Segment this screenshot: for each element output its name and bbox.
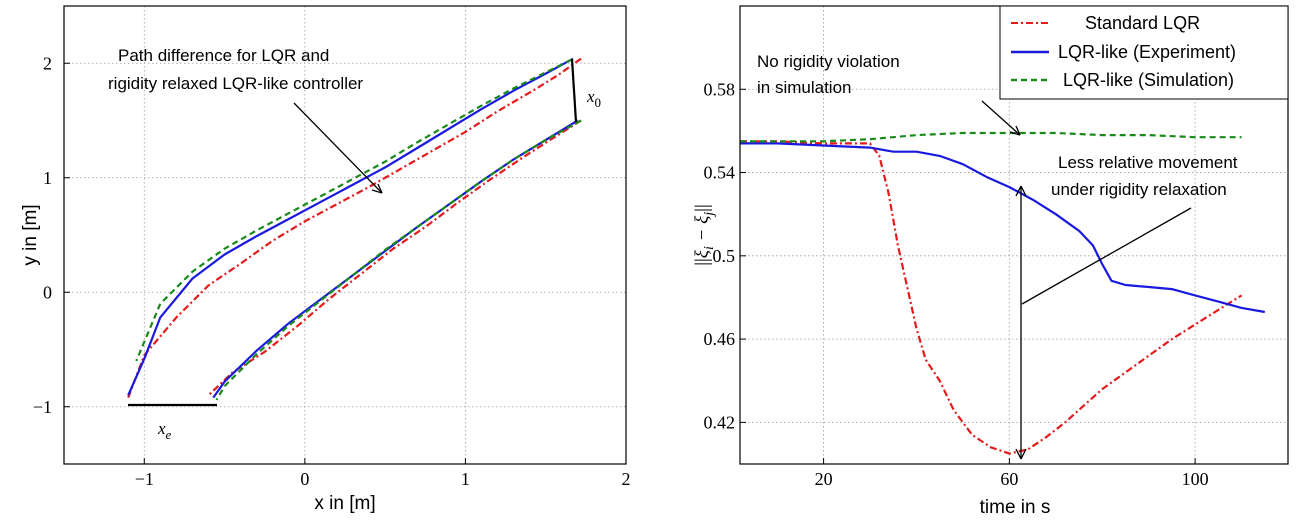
x0-marker-line — [570, 58, 578, 123]
left-y-axis-label: y in [m] — [20, 204, 41, 265]
distance-plot-y-tick-label: 0.42 — [704, 412, 736, 432]
path-plot: −1 0 1 2 −1 0 1 2 x in [m] y in [m] Path differ… — [20, 5, 631, 514]
left-series — [127, 57, 582, 401]
legend: Standard LQR LQR-like (Experiment) LQR-l… — [999, 5, 1289, 100]
path-difference-annotation-line-1: Path difference for LQR and — [118, 46, 329, 65]
legend-label-standard-lqr: Standard LQR — [1085, 13, 1200, 33]
left-ticks: −1 0 1 2 −1 0 1 2 — [33, 53, 631, 489]
left-axes-frame — [63, 5, 627, 465]
right-x-axis-label: time in s — [980, 497, 1051, 518]
path-plot-x-tick-label: −1 — [135, 469, 154, 489]
path-plot-series-line-6 — [215, 119, 582, 401]
less-movement-pointer — [1021, 207, 1192, 305]
legend-label-lqr-like-experiment: LQR-like (Experiment) — [1058, 42, 1236, 62]
path-plot-x-tick-label: 0 — [300, 469, 309, 489]
path-difference-arrowhead — [371, 183, 383, 194]
distance-plot-y-tick-label: 0.5 — [713, 246, 736, 266]
less-movement-annotation-line-1: Less relative movement — [1058, 153, 1238, 172]
path-difference-arrow — [293, 102, 383, 194]
distance-plot-series-line-3 — [740, 131, 1242, 143]
path-plot-y-tick-label: −1 — [33, 397, 52, 417]
distance-plot-y-tick-label: 0.54 — [704, 163, 736, 183]
double-arrow-bottom-head — [1015, 448, 1027, 460]
path-plot-y-tick-label: 1 — [43, 168, 52, 188]
right-y-axis-label: ||ξi − ξj|| — [692, 204, 717, 266]
path-plot-series-line-2 — [207, 119, 582, 397]
distance-plot: 20 60 100 0.42 0.46 0.5 0.54 0.58 time in s ||ξ… — [692, 5, 1289, 518]
distance-plot-series-line-1 — [740, 140, 1243, 455]
distance-plot-x-tick-label: 20 — [815, 469, 833, 489]
distance-plot-series-line-2 — [740, 142, 1265, 314]
distance-plot-x-tick-label: 60 — [1000, 469, 1018, 489]
path-plot-y-tick-label: 0 — [43, 282, 52, 302]
distance-plot-x-tick-label: 100 — [1182, 469, 1209, 489]
double-arrow-top-head — [1015, 185, 1027, 197]
path-plot-series-line-5 — [135, 58, 572, 362]
no-violation-annotation-line-1: No rigidity violation — [757, 52, 900, 71]
path-plot-series-line-3 — [127, 57, 574, 396]
distance-plot-y-tick-label: 0.46 — [704, 329, 736, 349]
less-movement-annotation-line-2: under rigidity relaxation — [1051, 180, 1227, 199]
path-difference-annotation-line-2: rigidity relaxed LQR-like controller — [108, 74, 363, 93]
legend-label-lqr-like-simulation: LQR-like (Simulation) — [1063, 70, 1234, 90]
path-plot-y-tick-label: 2 — [43, 53, 52, 73]
path-plot-x-tick-label: 1 — [461, 469, 470, 489]
path-plot-series-line-1 — [127, 57, 582, 398]
xe-label: xe — [157, 419, 172, 442]
right-ticks: 20 60 100 0.42 0.46 0.5 0.54 0.58 — [704, 79, 1209, 489]
no-violation-arrowhead — [1009, 125, 1021, 136]
right-series — [740, 131, 1265, 455]
x0-label: x0 — [586, 87, 601, 110]
path-plot-x-tick-label: 2 — [622, 469, 631, 489]
distance-plot-y-tick-label: 0.58 — [704, 79, 736, 99]
no-violation-annotation-line-2: in simulation — [757, 78, 852, 97]
no-violation-arrow — [981, 100, 1021, 136]
left-x-axis-label: x in [m] — [314, 493, 375, 514]
